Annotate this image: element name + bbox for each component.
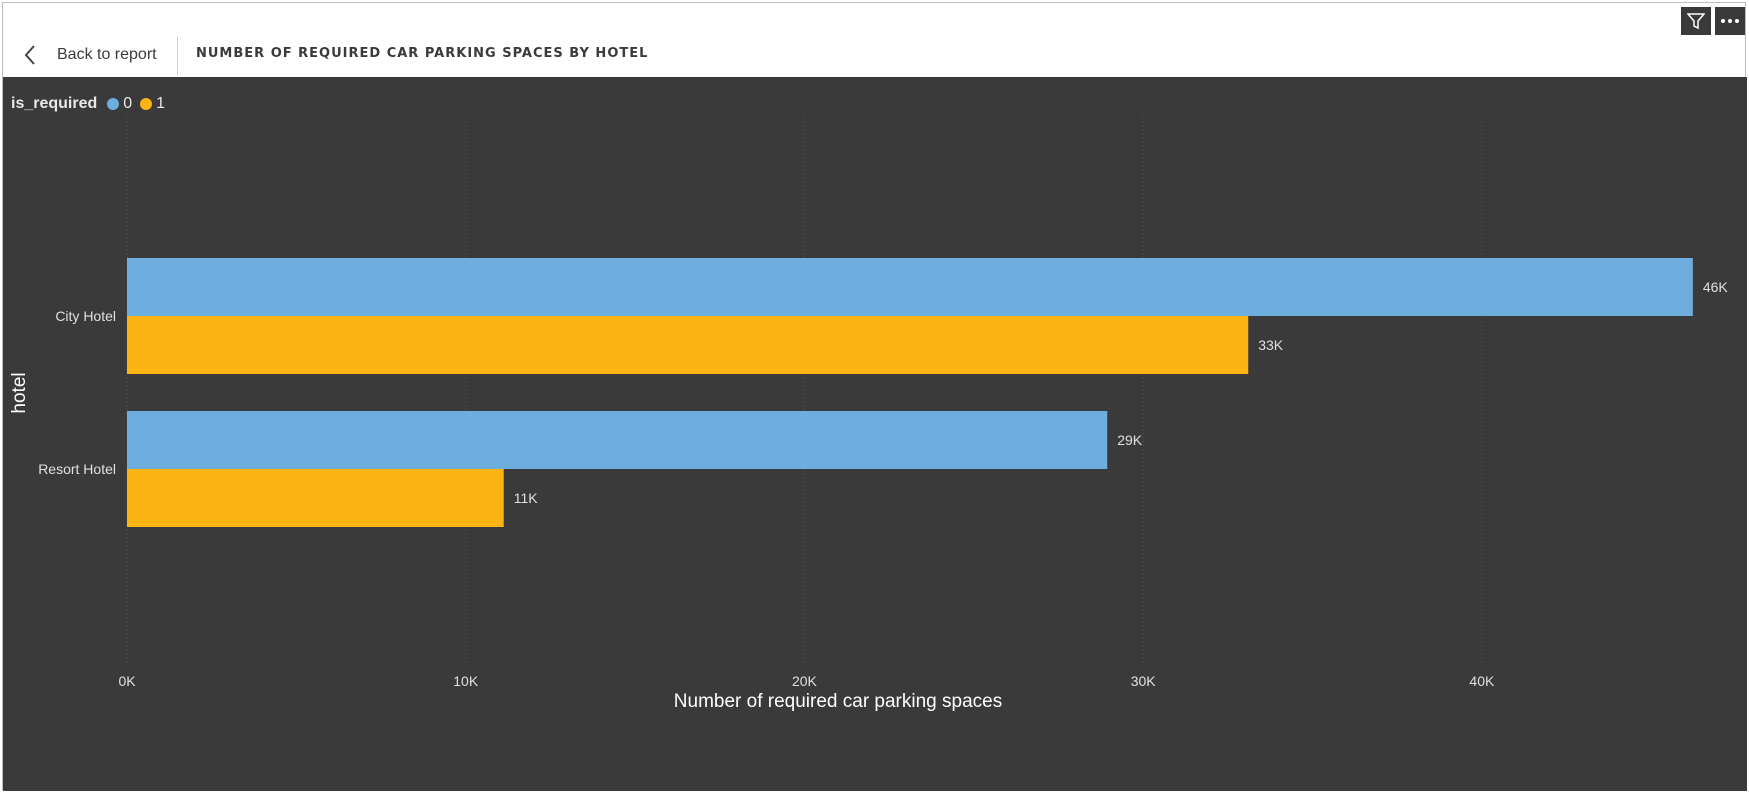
y-axis-title: hotel bbox=[9, 372, 30, 413]
page-title: NUMBER OF REQUIRED CAR PARKING SPACES BY… bbox=[196, 46, 649, 61]
legend-item-0[interactable]: 0 bbox=[107, 95, 132, 113]
legend-marker-1 bbox=[140, 98, 153, 110]
chart-canvas: is_required 0 1 0K 10K 20K 30K 40K City Hotel… bbox=[3, 77, 1747, 791]
y-category-label: City Hotel bbox=[55, 308, 116, 324]
header-divider bbox=[177, 37, 178, 75]
x-tick-label: 20K bbox=[792, 673, 818, 689]
data-label: 33K bbox=[1258, 337, 1284, 353]
bar[interactable] bbox=[127, 411, 1108, 469]
y-category-label: Resort Hotel bbox=[38, 461, 116, 477]
bar-chart: 0K 10K 20K 30K 40K City Hotel 46K 33K Resort Hot… bbox=[9, 117, 1729, 712]
data-label: 11K bbox=[514, 490, 539, 506]
legend-title: is_required bbox=[11, 95, 98, 112]
x-tick-label: 10K bbox=[453, 673, 479, 689]
chevron-left-icon bbox=[24, 45, 35, 65]
back-to-report-button[interactable]: Back to report bbox=[21, 41, 157, 69]
bar[interactable] bbox=[127, 469, 504, 527]
bar[interactable] bbox=[127, 316, 1249, 374]
x-axis-title: Number of required car parking spaces bbox=[674, 691, 1002, 712]
chart-legend: is_required 0 1 bbox=[11, 95, 173, 113]
bar[interactable] bbox=[127, 258, 1693, 316]
x-tick-label: 40K bbox=[1469, 673, 1495, 689]
legend-label-0: 0 bbox=[123, 95, 133, 112]
filter-icon bbox=[1687, 13, 1705, 30]
data-label: 29K bbox=[1117, 432, 1143, 448]
legend-label-1: 1 bbox=[156, 95, 166, 112]
legend-marker-0 bbox=[107, 98, 120, 110]
more-options-icon bbox=[1721, 19, 1739, 23]
filter-button[interactable] bbox=[1681, 7, 1711, 35]
x-tick-label: 30K bbox=[1131, 673, 1157, 689]
more-options-button[interactable] bbox=[1715, 7, 1745, 35]
legend-item-1[interactable]: 1 bbox=[140, 95, 165, 113]
data-label: 46K bbox=[1703, 279, 1729, 295]
x-tick-label: 0K bbox=[118, 673, 136, 689]
back-to-report-label: Back to report bbox=[57, 46, 157, 63]
header-bar: Back to report NUMBER OF REQUIRED CAR PA… bbox=[3, 3, 1745, 77]
